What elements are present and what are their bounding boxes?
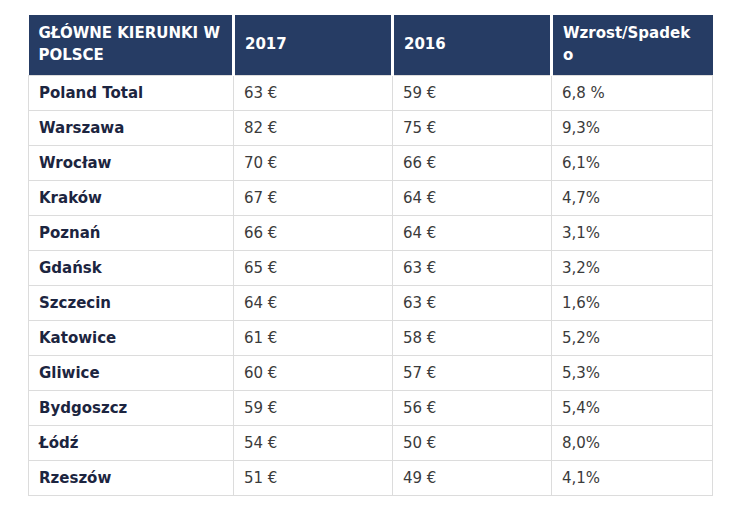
price-2017-cell: 64 € (234, 286, 393, 321)
table-row: Warszawa 82 € 75 € 9,3% (29, 111, 713, 146)
city-cell: Bydgoszcz (29, 391, 234, 426)
change-cell: 4,7% (552, 181, 713, 216)
price-2016-cell: 66 € (393, 146, 552, 181)
column-header-change: Wzrost/Spadek o (552, 15, 713, 76)
price-2016-cell: 64 € (393, 181, 552, 216)
table-row: Katowice 61 € 58 € 5,2% (29, 321, 713, 356)
price-2017-cell: 65 € (234, 251, 393, 286)
change-cell: 5,3% (552, 356, 713, 391)
table-row: Wrocław 70 € 66 € 6,1% (29, 146, 713, 181)
price-2017-cell: 60 € (234, 356, 393, 391)
city-cell: Gdańsk (29, 251, 234, 286)
price-2017-cell: 70 € (234, 146, 393, 181)
price-2016-cell: 63 € (393, 251, 552, 286)
price-2016-cell: 56 € (393, 391, 552, 426)
column-header-2016: 2016 (393, 15, 552, 76)
price-2017-cell: 82 € (234, 111, 393, 146)
city-cell: Łódź (29, 426, 234, 461)
table-row: Łódź 54 € 50 € 8,0% (29, 426, 713, 461)
price-2016-cell: 75 € (393, 111, 552, 146)
price-2016-cell: 57 € (393, 356, 552, 391)
price-2017-cell: 67 € (234, 181, 393, 216)
city-cell: Rzeszów (29, 461, 234, 496)
price-2017-cell: 63 € (234, 76, 393, 111)
column-header-2017: 2017 (234, 15, 393, 76)
table-row: Szczecin 64 € 63 € 1,6% (29, 286, 713, 321)
change-cell: 5,4% (552, 391, 713, 426)
prices-table-container: GŁÓWNE KIERUNKI W POLSCE 2017 2016 Wzros… (28, 15, 713, 496)
table-row: Rzeszów 51 € 49 € 4,1% (29, 461, 713, 496)
table-row: Gdańsk 65 € 63 € 3,2% (29, 251, 713, 286)
city-cell: Warszawa (29, 111, 234, 146)
city-cell: Poland Total (29, 76, 234, 111)
city-cell: Katowice (29, 321, 234, 356)
price-2017-cell: 66 € (234, 216, 393, 251)
change-cell: 1,6% (552, 286, 713, 321)
table-row: Gliwice 60 € 57 € 5,3% (29, 356, 713, 391)
price-2016-cell: 58 € (393, 321, 552, 356)
price-2017-cell: 59 € (234, 391, 393, 426)
change-cell: 4,1% (552, 461, 713, 496)
change-cell: 9,3% (552, 111, 713, 146)
city-cell: Szczecin (29, 286, 234, 321)
price-2016-cell: 50 € (393, 426, 552, 461)
table-row: Poland Total 63 € 59 € 6,8 % (29, 76, 713, 111)
price-2017-cell: 61 € (234, 321, 393, 356)
city-cell: Poznań (29, 216, 234, 251)
price-2017-cell: 54 € (234, 426, 393, 461)
table-row: Bydgoszcz 59 € 56 € 5,4% (29, 391, 713, 426)
city-cell: Gliwice (29, 356, 234, 391)
price-2016-cell: 49 € (393, 461, 552, 496)
city-cell: Wrocław (29, 146, 234, 181)
price-2016-cell: 63 € (393, 286, 552, 321)
change-cell: 6,8 % (552, 76, 713, 111)
change-cell: 6,1% (552, 146, 713, 181)
change-cell: 8,0% (552, 426, 713, 461)
change-cell: 3,2% (552, 251, 713, 286)
price-2017-cell: 51 € (234, 461, 393, 496)
table-row: Poznań 66 € 64 € 3,1% (29, 216, 713, 251)
column-header-destinations: GŁÓWNE KIERUNKI W POLSCE (29, 15, 234, 76)
header-row: GŁÓWNE KIERUNKI W POLSCE 2017 2016 Wzros… (29, 15, 713, 76)
city-cell: Kraków (29, 181, 234, 216)
prices-table: GŁÓWNE KIERUNKI W POLSCE 2017 2016 Wzros… (28, 15, 713, 496)
price-2016-cell: 59 € (393, 76, 552, 111)
change-cell: 3,1% (552, 216, 713, 251)
price-2016-cell: 64 € (393, 216, 552, 251)
change-cell: 5,2% (552, 321, 713, 356)
table-row: Kraków 67 € 64 € 4,7% (29, 181, 713, 216)
